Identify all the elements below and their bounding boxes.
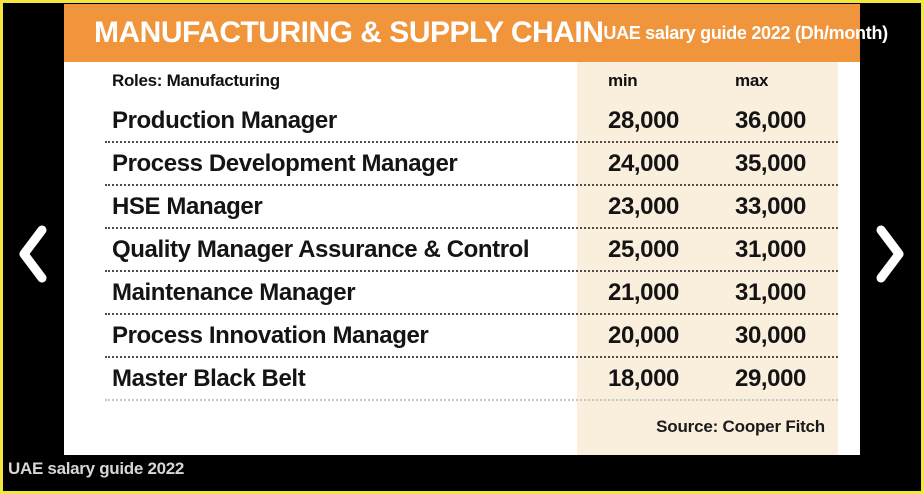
- max-cell: 36,000: [735, 106, 807, 134]
- card-subtitle: UAE salary guide 2022 (Dh/month): [603, 22, 888, 43]
- role-cell: Master Black Belt: [112, 364, 306, 392]
- column-header-min: min: [608, 71, 638, 90]
- min-cell: 24,000: [608, 149, 680, 177]
- min-cell: 20,000: [608, 321, 680, 349]
- min-cell: 21,000: [608, 278, 680, 306]
- salary-table-card: MANUFACTURING & SUPPLY CHAIN UAE salary …: [64, 4, 888, 455]
- role-cell: HSE Manager: [112, 192, 263, 220]
- table-row: HSE Manager 23,000 33,000: [105, 186, 838, 229]
- table-row: Maintenance Manager 21,000 31,000: [105, 272, 838, 315]
- min-cell: 18,000: [608, 364, 680, 392]
- column-header-roles: Roles: Manufacturing: [112, 71, 280, 90]
- card-header: MANUFACTURING & SUPPLY CHAIN UAE salary …: [64, 4, 888, 62]
- previous-slide-button[interactable]: [16, 224, 50, 284]
- chevron-left-icon: [19, 225, 47, 283]
- source-credit: Source: Cooper Fitch: [656, 417, 825, 436]
- role-cell: Maintenance Manager: [112, 278, 356, 306]
- table-row: Quality Manager Assurance & Control 25,0…: [105, 229, 838, 272]
- max-cell: 29,000: [735, 364, 807, 392]
- role-cell: Production Manager: [112, 106, 337, 134]
- salary-table: Roles: Manufacturing min max Production …: [105, 62, 838, 453]
- max-cell: 33,000: [735, 192, 807, 220]
- role-cell: Process Innovation Manager: [112, 321, 429, 349]
- table-header-row: Roles: Manufacturing min max: [105, 62, 838, 100]
- values-background-panel: [577, 62, 838, 455]
- role-cell: Process Development Manager: [112, 149, 458, 177]
- max-cell: 31,000: [735, 235, 807, 263]
- role-cell: Quality Manager Assurance & Control: [112, 235, 530, 263]
- max-cell: 31,000: [735, 278, 807, 306]
- max-cell: 35,000: [735, 149, 807, 177]
- next-slide-button[interactable]: [873, 224, 907, 284]
- card-title: MANUFACTURING & SUPPLY CHAIN: [94, 16, 604, 49]
- min-cell: 28,000: [608, 106, 680, 134]
- min-cell: 23,000: [608, 192, 680, 220]
- card-body: Roles: Manufacturing min max Production …: [64, 62, 860, 455]
- table-row: Production Manager 28,000 36,000: [105, 100, 838, 143]
- table-row: Process Development Manager 24,000 35,00…: [105, 143, 838, 186]
- column-header-max: max: [735, 71, 769, 90]
- table-row: Process Innovation Manager 20,000 30,000: [105, 315, 838, 358]
- max-cell: 30,000: [735, 321, 807, 349]
- min-cell: 25,000: [608, 235, 680, 263]
- table-row: Master Black Belt 18,000 29,000: [105, 358, 838, 401]
- image-caption: UAE salary guide 2022: [8, 459, 185, 478]
- chevron-right-icon: [876, 225, 904, 283]
